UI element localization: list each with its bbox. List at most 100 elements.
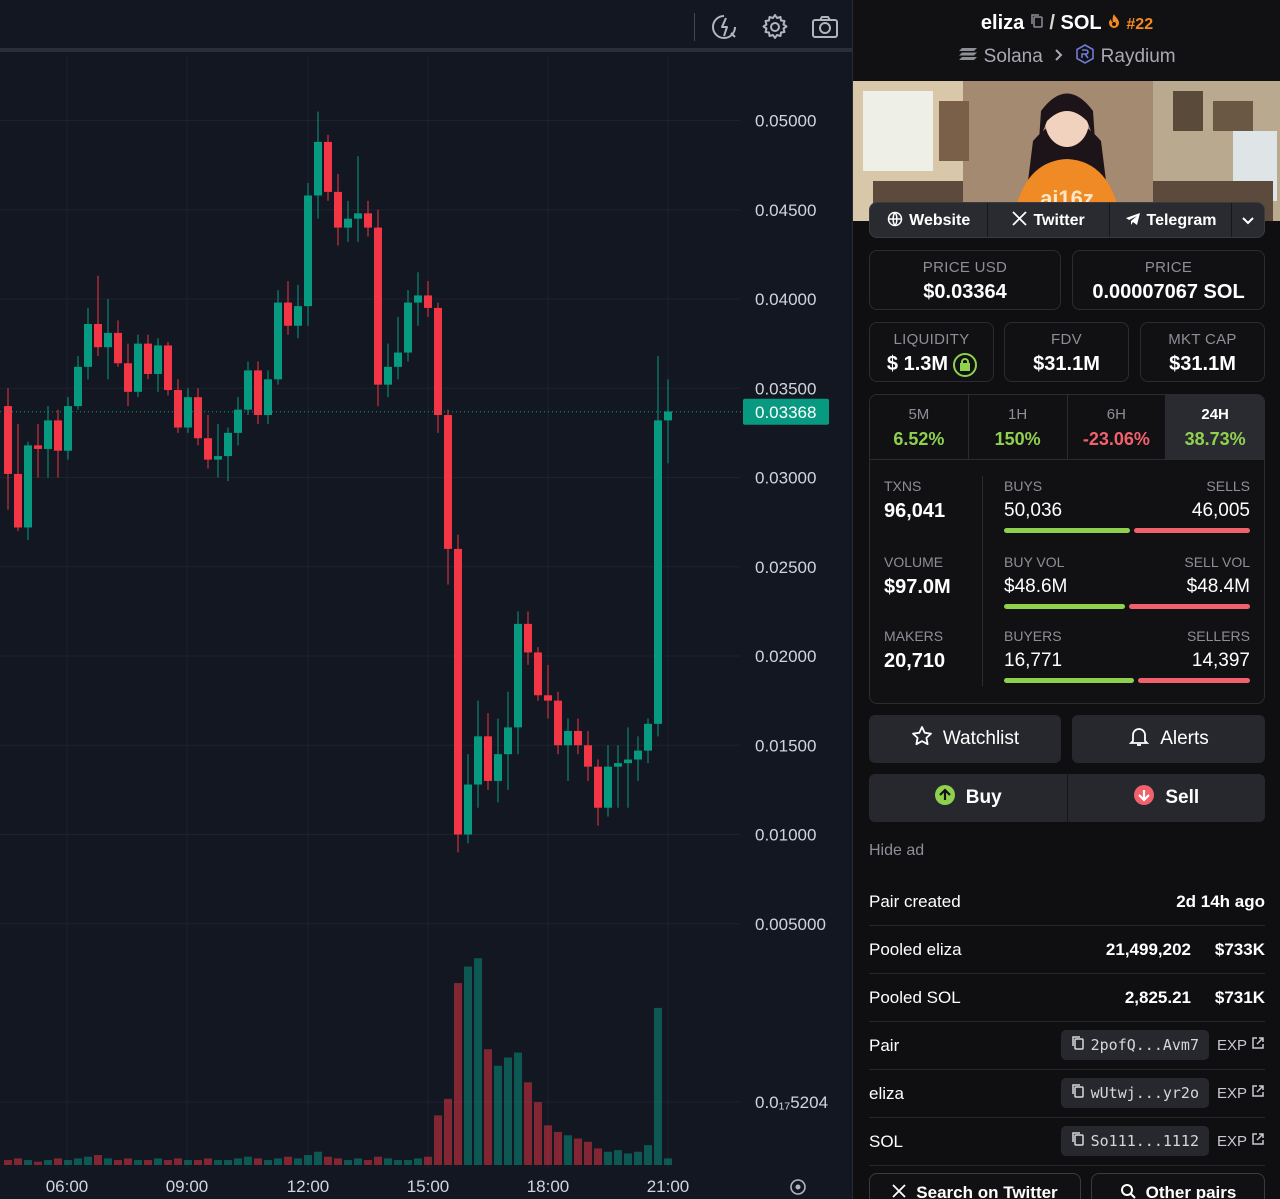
candle-body: [604, 766, 612, 808]
price-native-value: 0.00007067 SOL: [1092, 281, 1245, 303]
pooled-sol-amount: 2,825.21: [1124, 988, 1191, 1007]
candle-body: [234, 409, 242, 433]
candle-body: [424, 295, 432, 308]
volume-bar: [344, 1160, 352, 1165]
fdv-card: FDV $31.1M: [1004, 322, 1129, 382]
candle-body: [644, 723, 652, 751]
volume-bar: [94, 1155, 102, 1165]
buy-volume-value: $48.6M: [1004, 576, 1068, 597]
settings-gear-icon[interactable]: [760, 12, 790, 42]
tab-24h[interactable]: 24H 38.73%: [1166, 395, 1264, 459]
copy-icon[interactable]: [1030, 12, 1044, 35]
current-price-tag: [743, 398, 829, 425]
volume-bar: [254, 1158, 262, 1165]
pair-title: eliza / SOL #22: [853, 12, 1280, 35]
pooled-token-amount: 21,499,202: [1105, 940, 1191, 959]
candle-body: [554, 700, 562, 746]
market-cap-value: $31.1M: [1169, 353, 1236, 375]
candle-body: [294, 306, 302, 326]
candle-body: [374, 227, 382, 385]
volume-bar: [264, 1160, 272, 1165]
trending-rank-badge[interactable]: #22: [1126, 16, 1154, 33]
volume-bar: [214, 1160, 222, 1165]
candle-body: [514, 623, 522, 728]
stats-divider: [982, 476, 983, 686]
token-address-label: eliza: [869, 1084, 904, 1103]
buy-button[interactable]: Buy: [869, 774, 1068, 822]
price-native-label: PRICE: [1144, 259, 1193, 276]
hide-ad-link[interactable]: Hide ad: [869, 842, 925, 859]
pair-explorer-link[interactable]: EXP: [1217, 1036, 1265, 1054]
candle-body: [4, 406, 12, 474]
token-address-copy-button[interactable]: wUtwj...yr2o: [1060, 1078, 1209, 1108]
sol-explorer-link[interactable]: EXP: [1217, 1132, 1265, 1150]
telegram-link[interactable]: Telegram: [1110, 203, 1233, 237]
market-cap-label: MKT CAP: [1168, 331, 1237, 348]
search-twitter-button[interactable]: Search on Twitter: [869, 1173, 1081, 1199]
other-pairs-button[interactable]: Other pairs: [1091, 1173, 1265, 1199]
chart-toolbar: [0, 0, 852, 52]
raydium-icon: [1075, 44, 1095, 70]
lock-icon[interactable]: [952, 352, 978, 383]
sells-value: 46,005: [1191, 500, 1250, 521]
sell-button[interactable]: Sell: [1068, 774, 1266, 822]
makers-label: MAKERS: [884, 628, 944, 644]
dex-name[interactable]: Raydium: [1100, 46, 1176, 68]
buyers-value: 16,771: [1004, 650, 1063, 671]
y-tick-label: 0.04000: [755, 290, 816, 309]
volume-bar: [394, 1160, 402, 1165]
candle-body: [224, 432, 232, 457]
buyers-ratio-bar: [1004, 678, 1250, 683]
volume-bar: [634, 1151, 642, 1165]
volume-bar: [104, 1158, 112, 1165]
alerts-label: Alerts: [1160, 728, 1209, 749]
volume-bar: [54, 1158, 62, 1165]
alerts-button[interactable]: Alerts: [1072, 715, 1265, 763]
twitter-link[interactable]: Twitter: [988, 203, 1110, 237]
trade-stats: TXNS 96,041 VOLUME $97.0M MAKERS 20,710 …: [869, 460, 1265, 704]
axis-settings-icon[interactable]: [790, 1179, 806, 1195]
y-tick-label: 0.01500: [755, 736, 816, 755]
candle-body: [54, 420, 62, 451]
volume-bar: [664, 1158, 672, 1165]
tab-5m[interactable]: 5M 6.52%: [870, 395, 969, 459]
fdv-label: FDV: [1051, 331, 1082, 348]
volume-bar: [224, 1160, 232, 1165]
sol-address-copy-button[interactable]: So111...1112: [1060, 1126, 1209, 1156]
pair-address-copy-button[interactable]: 2pofQ...Avm7: [1060, 1030, 1209, 1060]
watchlist-button[interactable]: Watchlist: [869, 715, 1061, 763]
volume-bar: [614, 1150, 622, 1165]
token-explorer-link[interactable]: EXP: [1217, 1084, 1265, 1102]
candlestick-chart[interactable]: 0.033680.055000.050000.045000.040000.035…: [0, 56, 852, 1199]
volume-bar: [34, 1161, 42, 1165]
volume-bar: [154, 1158, 162, 1165]
pooled-sol-label: Pooled SOL: [869, 988, 961, 1007]
candle-body: [344, 218, 352, 228]
more-links-chevron-icon[interactable]: [1232, 203, 1264, 237]
candle-body: [324, 141, 332, 192]
tab-6h-label: 6H: [1106, 406, 1126, 423]
sell-volume-value: $48.4M: [1186, 576, 1250, 597]
volume-bar: [244, 1156, 252, 1165]
indicator-lightning-icon[interactable]: [710, 12, 740, 42]
tab-1h[interactable]: 1H 150%: [968, 395, 1068, 459]
volume-bar: [544, 1125, 552, 1165]
candle-body: [204, 438, 212, 460]
candle-body: [434, 307, 442, 416]
solana-icon: [958, 46, 978, 68]
x-tick-label: 09:00: [166, 1177, 209, 1196]
tab-6h[interactable]: 6H -23.06%: [1067, 395, 1167, 459]
camera-snapshot-icon[interactable]: [810, 12, 840, 42]
tab-5m-label: 5M: [908, 406, 930, 423]
volume-bar: [134, 1160, 142, 1165]
website-link[interactable]: Website: [870, 203, 989, 237]
volume-ratio-bar: [1004, 604, 1250, 609]
chain-name[interactable]: Solana: [983, 46, 1043, 68]
chart-pane[interactable]: 0.033680.055000.050000.045000.040000.035…: [0, 0, 852, 1199]
sol-address: So111...1112: [1090, 1132, 1199, 1150]
candle-body: [544, 695, 552, 701]
candle-body: [414, 295, 422, 303]
candle-body: [44, 420, 52, 449]
external-link-icon: [1251, 1036, 1265, 1054]
